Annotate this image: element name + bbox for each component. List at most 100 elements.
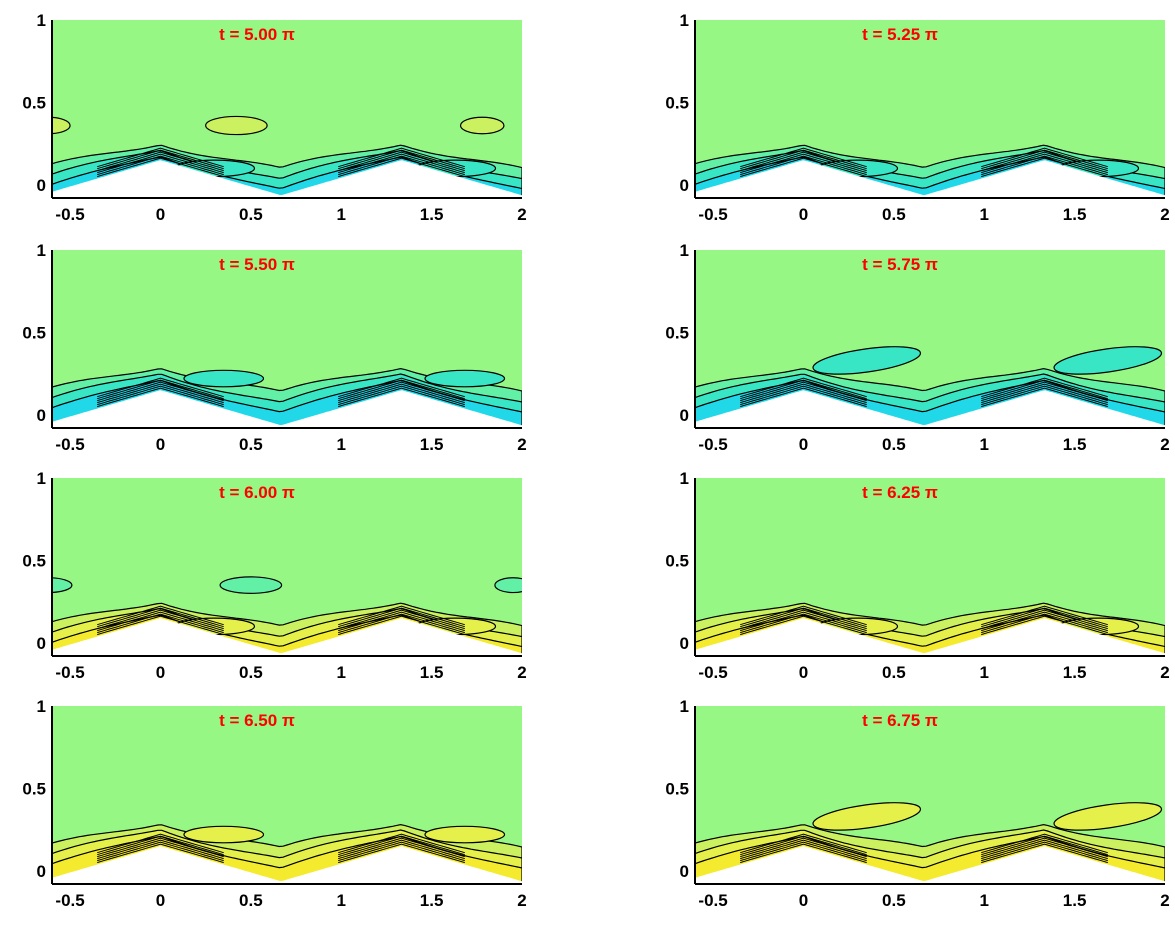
- contour-line: [338, 387, 465, 408]
- contour-line: [579, 840, 706, 858]
- wall-region: [695, 618, 1165, 656]
- x-tick-label: 0.5: [882, 891, 906, 910]
- contour-line: [579, 158, 706, 177]
- x-tick-label: -0.5: [698, 891, 727, 910]
- y-tick-label: 0.5: [22, 93, 46, 112]
- contour-line: [579, 614, 706, 633]
- eddy: [424, 369, 506, 388]
- upper-cell: [205, 115, 268, 136]
- contour-line: [579, 156, 706, 175]
- y-tick-label: 1: [37, 697, 46, 716]
- contour-line: [338, 841, 465, 862]
- x-tick-label: 0.5: [239, 435, 263, 454]
- eddy: [812, 802, 922, 831]
- x-tick-label: -0.5: [698, 663, 727, 682]
- contour-line: [338, 155, 465, 176]
- contour-line: [579, 388, 706, 407]
- contour-line: [981, 387, 1108, 408]
- contour-line: [981, 151, 1108, 172]
- y-tick-label: 0.5: [22, 323, 46, 342]
- eddy: [0, 826, 22, 842]
- contour-line: [981, 833, 1108, 854]
- x-tick-label: 0.5: [239, 663, 263, 682]
- panel-2: -0.5 0 0.5 1 1.5 2 0 0.5 1 t = 5.25 π: [665, 11, 1169, 224]
- x-tick-label: -0.5: [55, 435, 84, 454]
- contour-line: [740, 839, 867, 860]
- contour-line: [579, 844, 706, 863]
- y-tick-label: 0.5: [665, 779, 689, 798]
- contour-line: [97, 613, 224, 634]
- contour-field: [695, 602, 1165, 656]
- contour-line: [338, 835, 465, 856]
- contour-line: [579, 154, 706, 172]
- contour-line: [981, 149, 1108, 170]
- contour-line: [338, 613, 465, 634]
- x-tick-label: 1: [979, 205, 988, 224]
- contour-line: [97, 151, 224, 172]
- x-tick-label: 1: [336, 205, 345, 224]
- contour-line: [579, 612, 706, 630]
- x-tick-label: 2: [517, 891, 526, 910]
- x-tick-label: 2: [517, 435, 526, 454]
- contour-line: [740, 841, 867, 862]
- contour-line: [97, 385, 224, 406]
- contour-line: [97, 607, 224, 628]
- contour-line: [97, 387, 224, 408]
- x-tick-label: 2: [517, 663, 526, 682]
- panel-title: t = 6.00 π: [219, 483, 295, 502]
- x-tick-label: 2: [1160, 663, 1169, 682]
- contour-line: [338, 149, 465, 170]
- x-tick-label: 1.5: [420, 891, 444, 910]
- panel-3: -0.5 0 0.5 1 1.5 2 0 0.5 1 t = 5.50 π: [0, 241, 706, 454]
- contour-line: [97, 841, 224, 862]
- wall-region: [52, 618, 522, 656]
- y-tick-label: 0: [37, 862, 46, 881]
- x-tick-label: 0: [799, 435, 808, 454]
- eddy: [812, 346, 922, 375]
- panel-5: -0.5 0 0.5 1 1.5 2 0 0.5 1 t = 6.00 π: [22, 469, 706, 682]
- contour-line: [981, 835, 1108, 856]
- contour-line: [97, 605, 224, 626]
- contour-line: [579, 616, 706, 635]
- y-tick-label: 0: [37, 176, 46, 195]
- contour-line: [740, 383, 867, 404]
- contour-line: [579, 608, 706, 627]
- contour-line: [740, 149, 867, 170]
- eddy: [0, 370, 22, 386]
- y-tick-label: 1: [37, 469, 46, 488]
- y-tick-label: 1: [680, 469, 689, 488]
- panel-7: -0.5 0 0.5 1 1.5 2 0 0.5 1 t = 6.50 π: [0, 697, 706, 910]
- x-tick-label: 0: [156, 891, 165, 910]
- contour-line: [97, 379, 224, 400]
- contour-line: [97, 147, 224, 168]
- y-tick-label: 0: [680, 176, 689, 195]
- x-tick-label: 0: [799, 205, 808, 224]
- x-tick-label: 2: [1160, 205, 1169, 224]
- contour-line: [981, 147, 1108, 168]
- contour-line: [579, 386, 706, 405]
- contour-line: [97, 843, 224, 864]
- contour-line: [338, 609, 465, 630]
- x-tick-label: 1.5: [420, 663, 444, 682]
- x-tick-label: 2: [1160, 435, 1169, 454]
- contour-line: [97, 155, 224, 176]
- x-tick-label: 0.5: [239, 205, 263, 224]
- upper-cell: [52, 116, 71, 135]
- contour-line: [579, 610, 706, 628]
- x-tick-label: 2: [1160, 891, 1169, 910]
- x-tick-label: 1: [979, 435, 988, 454]
- contour-line: [97, 611, 224, 632]
- contour-line: [740, 387, 867, 408]
- contour-line: [97, 839, 224, 860]
- contour-line: [981, 841, 1108, 862]
- contour-line: [579, 842, 706, 861]
- contour-line: [981, 609, 1108, 630]
- panel-4: -0.5 0 0.5 1 1.5 2 0 0.5 1 t = 5.75 π: [665, 241, 1169, 454]
- contour-field: [52, 576, 706, 656]
- contour-line: [97, 833, 224, 854]
- eddy: [570, 797, 681, 835]
- contour-line: [740, 833, 867, 854]
- contour-line: [981, 157, 1108, 178]
- contour-line: [97, 153, 224, 174]
